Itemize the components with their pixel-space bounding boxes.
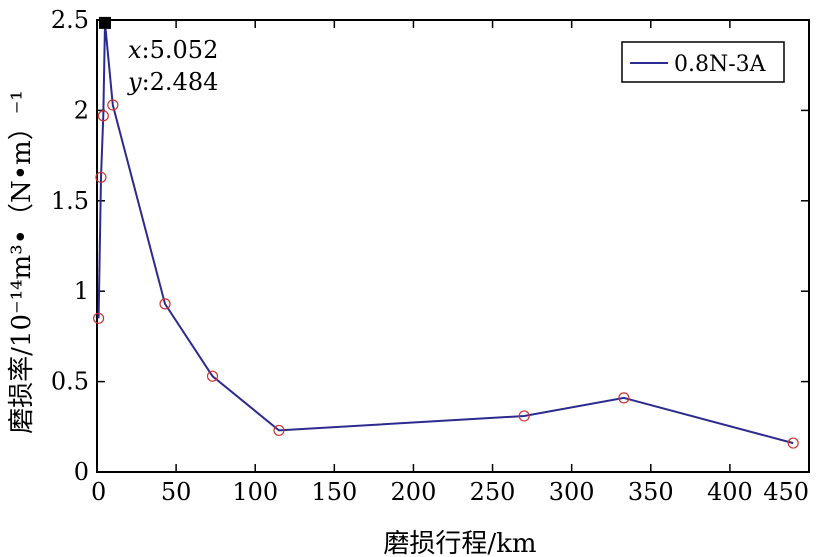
x-tick-label: 400 [707,478,753,506]
x-axis-ticks: 0 50 100 150 200 250 300 350 400 450 [91,20,810,506]
y-tick-label: 2 [74,96,89,124]
legend-label: 0.8N-3A [674,52,767,77]
data-point [95,171,107,183]
x-tick-label: 450 [763,478,809,506]
data-point [787,437,799,449]
y-tick-label: 0 [74,458,89,486]
x-tick-label: 250 [470,478,516,506]
y-tick-label: 2.5 [51,6,89,34]
data-point [618,392,630,404]
data-tip-x: x:5.052 [128,36,218,64]
data-tip: x:5.052 y:2.484 [98,16,218,96]
legend: 0.8N-3A [621,41,785,83]
series-line [97,22,794,445]
x-tick-label: 0 [91,478,106,506]
x-tick-label: 300 [549,478,595,506]
x-tick-label: 150 [311,478,357,506]
data-tip-marker [98,16,111,29]
data-point [107,99,119,111]
y-tick-label: 0.5 [51,368,89,396]
data-point [92,312,105,324]
x-tick-label: 100 [232,478,278,506]
x-tick-label: 350 [628,478,674,506]
x-tick-label: 50 [161,478,192,506]
x-tick-label: 200 [391,478,437,506]
data-point [159,298,171,310]
y-tick-label: 1.5 [51,187,89,215]
plot-frame [96,19,810,473]
data-point [518,410,530,422]
series-layer [92,22,799,449]
y-axis-label: 磨损率/10⁻¹⁴m³•（N•m）⁻¹ [7,90,37,434]
data-point [97,110,109,122]
data-point [273,424,285,437]
x-axis-label: 磨损行程/km [383,529,536,557]
data-point [206,370,219,382]
data-tip-y: y:2.484 [127,68,218,96]
y-tick-label: 1 [74,277,89,305]
